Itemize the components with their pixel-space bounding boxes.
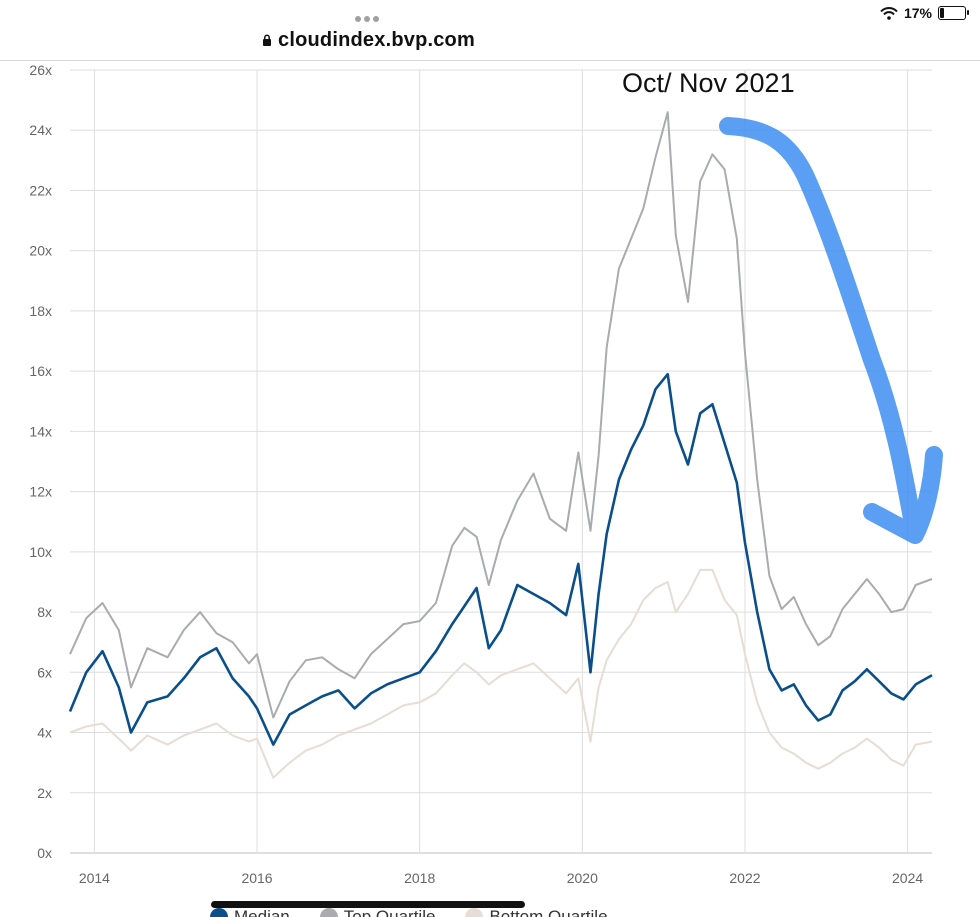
y-tick-label: 22x <box>29 182 52 198</box>
y-tick-label: 14x <box>29 423 52 439</box>
hand-drawn-arrow-icon <box>719 117 943 544</box>
y-tick-label: 18x <box>29 303 52 319</box>
chart-series <box>68 111 933 779</box>
x-tick-label: 2020 <box>567 870 598 886</box>
x-tick-label: 2022 <box>729 870 760 886</box>
legend-label: Top Quartile <box>343 907 436 917</box>
battery-icon <box>938 6 969 20</box>
annotation-text: Oct/ Nov 2021 <box>622 68 795 98</box>
y-tick-label: 20x <box>29 243 52 259</box>
legend-label: Median <box>234 907 290 917</box>
x-axis-labels: 2014 2016 2018 2020 2022 2024 <box>79 870 924 886</box>
lock-icon <box>263 34 271 46</box>
y-tick-label: 12x <box>29 484 52 500</box>
y-axis-labels: 0x 2x 4x 6x 8x 10x 12x 14x 16x 18x 20x 22x 24x 26x <box>29 62 52 861</box>
device-status: 17% <box>880 5 969 21</box>
y-tick-label: 24x <box>29 122 52 138</box>
legend-dot-top-quartile <box>319 908 338 917</box>
series-line-top-quartile <box>69 111 933 719</box>
x-tick-label: 2018 <box>404 870 435 886</box>
toolbar-divider <box>0 60 980 61</box>
battery-percent: 17% <box>903 5 932 21</box>
y-tick-label: 26x <box>29 62 52 78</box>
y-tick-label: 2x <box>37 785 52 801</box>
chart-grid <box>70 69 932 854</box>
x-tick-label: 2016 <box>241 870 272 886</box>
x-tick-label: 2024 <box>892 870 923 886</box>
y-tick-label: 6x <box>37 664 52 680</box>
legend-label: Bottom Quartile <box>489 907 608 917</box>
legend-item-median[interactable]: Median <box>210 905 290 917</box>
chart-legend: Median Top Quartile Bottom Quartile <box>210 905 608 917</box>
y-tick-label: 16x <box>29 363 52 379</box>
series-line-median <box>68 372 933 746</box>
y-tick-label: 0x <box>37 845 52 861</box>
url-text: cloudindex.bvp.com <box>278 28 475 51</box>
legend-dot-median <box>210 908 228 917</box>
browser-status-bar: cloudindex.bvp.com 17% <box>0 0 980 60</box>
y-tick-label: 8x <box>37 604 52 620</box>
wifi-icon <box>880 6 898 20</box>
legend-dot-bottom-quartile <box>465 908 484 917</box>
home-indicator <box>211 901 525 908</box>
y-tick-label: 10x <box>29 544 52 560</box>
legend-item-bottom-quartile[interactable]: Bottom Quartile <box>465 905 608 917</box>
address-bar[interactable]: cloudindex.bvp.com <box>262 28 475 52</box>
y-tick-label: 4x <box>37 725 52 741</box>
x-tick-label: 2014 <box>79 870 110 886</box>
legend-item-top-quartile[interactable]: Top Quartile <box>319 905 436 917</box>
more-dots-icon[interactable] <box>355 9 385 22</box>
series-line-bottom-quartile <box>69 568 933 779</box>
